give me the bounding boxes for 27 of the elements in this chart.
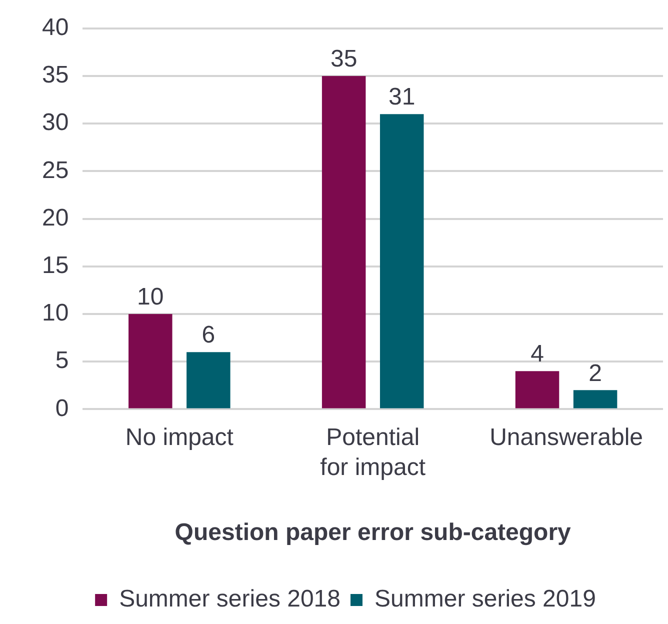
y-tick-label: 10 — [42, 300, 69, 327]
bar — [380, 114, 424, 408]
bar — [128, 314, 172, 408]
bar — [322, 76, 366, 408]
x-tick-label: Unanswerable — [490, 424, 643, 451]
y-tick-label: 40 — [42, 14, 69, 42]
y-tick-label: 20 — [42, 204, 69, 232]
y-tick-label: 25 — [42, 156, 69, 184]
y-tick-label: 30 — [42, 109, 69, 136]
data-label: 4 — [530, 340, 544, 368]
data-label: 10 — [137, 284, 164, 311]
x-axis-title: Question paper error sub-category — [174, 519, 572, 546]
x-tick-label: Potential for impact — [320, 424, 426, 481]
bar — [515, 371, 560, 408]
y-tick-label: 35 — [42, 62, 69, 89]
bar — [573, 390, 618, 408]
legend-label: Summer series 2018 — [119, 586, 341, 613]
y-tick-label: 15 — [42, 252, 69, 280]
x-tick-label: No impact — [125, 424, 234, 451]
y-tick-label: 0 — [55, 394, 69, 422]
data-label: 35 — [330, 46, 358, 73]
legend-label: Summer series 2019 — [374, 586, 596, 613]
data-label: 2 — [588, 360, 602, 387]
bar — [186, 352, 230, 408]
data-label: 31 — [388, 84, 416, 111]
data-label: 6 — [202, 322, 216, 349]
y-tick-label: 5 — [55, 347, 69, 374]
